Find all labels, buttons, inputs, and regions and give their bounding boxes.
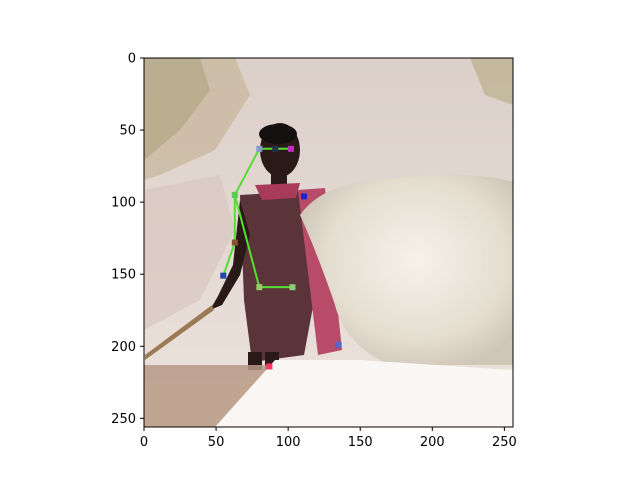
y-axis: 0 50 100 150 200 250 [111,52,144,427]
skeleton-limb [233,148,261,196]
photo-image [144,58,513,427]
keypoint-marker [231,239,238,246]
pose-keypoints [220,145,342,370]
y-tick-label: 0 [128,52,136,67]
axes-frame [143,57,514,428]
x-tick-label: 100 [276,435,301,450]
keypoint-marker [256,284,263,291]
y-tick-label: 100 [111,196,136,211]
keypoint-marker [289,284,296,291]
x-tick-label: 50 [208,435,225,450]
x-tick-label: 250 [492,435,517,450]
x-tick-label: 150 [348,435,373,450]
y-tick-label: 200 [111,340,136,355]
y-tick-label: 50 [119,124,136,139]
x-axis: 0 50 100 150 200 250 [140,427,517,450]
skeleton-limb [233,194,261,288]
keypoint-marker [288,145,295,152]
keypoint-marker [272,145,279,152]
x-tick-label: 0 [140,435,148,450]
keypoint-marker [231,191,238,198]
keypoint-marker [220,272,227,279]
y-tick-label: 250 [111,412,136,427]
keypoint-marker [256,145,263,152]
skeleton-limb [222,242,236,276]
x-tick-label: 200 [420,435,445,450]
keypoint-marker [335,341,342,348]
keypoint-marker [300,193,307,200]
keypoint-marker [266,363,273,370]
y-tick-label: 150 [111,268,136,283]
